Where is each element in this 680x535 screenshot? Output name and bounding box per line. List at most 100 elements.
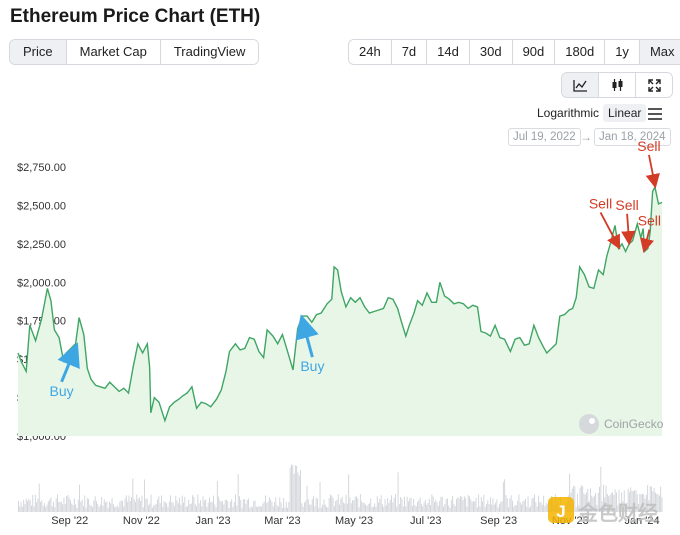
range-180d[interactable]: 180d bbox=[555, 40, 606, 64]
volume-bar bbox=[319, 481, 321, 512]
volume-bar bbox=[21, 506, 23, 512]
svg-text:J: J bbox=[556, 502, 565, 521]
line-chart-icon[interactable] bbox=[562, 73, 599, 97]
range-max[interactable]: Max bbox=[639, 40, 680, 64]
volume-bar bbox=[626, 502, 628, 512]
volume-bar bbox=[331, 495, 333, 512]
volume-bar bbox=[24, 504, 26, 512]
view-tabs: Price Market Cap TradingView bbox=[9, 39, 260, 65]
volume-bar bbox=[44, 503, 45, 512]
volume-bar bbox=[349, 497, 351, 512]
volume-bar bbox=[374, 503, 376, 512]
volume-bar bbox=[184, 496, 186, 512]
x-tick-label: Sep '22 bbox=[51, 515, 88, 527]
volume-bar bbox=[223, 504, 225, 512]
volume-bar bbox=[495, 502, 496, 512]
volume-bar bbox=[248, 498, 249, 512]
volume-bar bbox=[63, 497, 65, 512]
volume-bar bbox=[88, 498, 90, 512]
volume-bar bbox=[285, 501, 287, 512]
volume-bar bbox=[313, 496, 314, 512]
volume-bar bbox=[625, 504, 626, 512]
volume-bar bbox=[631, 491, 633, 512]
volume-bar bbox=[232, 506, 234, 512]
volume-bar bbox=[409, 498, 411, 512]
range-24h[interactable]: 24h bbox=[349, 40, 392, 64]
volume-bar bbox=[76, 507, 78, 512]
volume-bar bbox=[405, 506, 407, 512]
volume-bar bbox=[504, 479, 506, 512]
volume-bar bbox=[89, 504, 91, 512]
x-tick-label: Sep '23 bbox=[480, 515, 517, 527]
volume-bar bbox=[98, 507, 100, 512]
volume-bar bbox=[242, 499, 244, 512]
volume-bar bbox=[66, 496, 67, 512]
volume-bar bbox=[158, 496, 160, 512]
price-line bbox=[17, 184, 663, 423]
annotation-label: Buy bbox=[300, 358, 324, 374]
volume-bar bbox=[202, 496, 204, 512]
tab-market-cap[interactable]: Market Cap bbox=[66, 40, 161, 64]
range-1y[interactable]: 1y bbox=[605, 40, 640, 64]
logarithmic-option[interactable]: Logarithmic bbox=[537, 106, 600, 120]
volume-bar bbox=[289, 467, 291, 512]
volume-bar bbox=[314, 506, 316, 512]
range-30d[interactable]: 30d bbox=[469, 40, 513, 64]
volume-bar bbox=[396, 506, 398, 512]
volume-bar bbox=[588, 501, 590, 512]
range-90d[interactable]: 90d bbox=[512, 40, 556, 64]
tab-tradingview[interactable]: TradingView bbox=[160, 40, 259, 64]
range-7d[interactable]: 7d bbox=[391, 40, 428, 64]
volume-bar bbox=[647, 485, 649, 512]
volume-bar bbox=[161, 495, 162, 512]
volume-bar bbox=[500, 501, 502, 512]
volume-bar bbox=[304, 502, 305, 512]
date-to-input[interactable]: Jan 18, 2024 bbox=[594, 128, 671, 146]
volume-bar bbox=[630, 487, 632, 512]
volume-bar bbox=[539, 502, 541, 512]
volume-bar bbox=[207, 502, 209, 512]
volume-bar bbox=[410, 497, 412, 512]
volume-bar bbox=[335, 500, 337, 512]
volume-bar bbox=[187, 506, 188, 512]
volume-bar bbox=[378, 502, 379, 512]
date-from-input[interactable]: Jul 19, 2022 bbox=[508, 128, 581, 146]
volume-bar bbox=[75, 504, 77, 512]
volume-bar bbox=[635, 490, 637, 512]
volume-bar bbox=[509, 498, 511, 512]
volume-bar bbox=[245, 503, 247, 512]
volume-bar bbox=[479, 506, 481, 512]
volume-bar bbox=[627, 488, 629, 512]
volume-bar bbox=[483, 494, 485, 512]
tab-price[interactable]: Price bbox=[10, 40, 67, 64]
annotation-label: Sell bbox=[637, 138, 660, 154]
volume-bar bbox=[127, 501, 129, 512]
volume-bar bbox=[488, 504, 490, 512]
volume-bar bbox=[109, 501, 110, 512]
volume-bar bbox=[145, 498, 147, 512]
watermark-text: CoinGecko bbox=[604, 417, 664, 431]
volume-bar bbox=[296, 465, 298, 512]
volume-bar bbox=[27, 501, 28, 512]
linear-option[interactable]: Linear bbox=[603, 104, 647, 122]
volume-bar bbox=[280, 502, 282, 512]
volume-bar bbox=[180, 504, 182, 512]
volume-bar bbox=[471, 501, 473, 512]
volume-bar bbox=[151, 507, 153, 512]
volume-bar bbox=[205, 499, 207, 512]
fullscreen-icon[interactable] bbox=[636, 73, 672, 97]
range-14d[interactable]: 14d bbox=[427, 40, 470, 64]
volume-bar bbox=[651, 486, 652, 512]
volume-bar bbox=[514, 504, 516, 512]
volume-bar bbox=[443, 506, 444, 512]
volume-bar bbox=[397, 472, 399, 512]
volume-bar bbox=[107, 507, 109, 512]
volume-bar bbox=[176, 500, 178, 512]
hamburger-menu-icon[interactable] bbox=[648, 107, 662, 120]
candlestick-icon[interactable] bbox=[599, 73, 636, 97]
volume-bar bbox=[213, 495, 214, 512]
volume-bar bbox=[575, 507, 577, 512]
volume-bar bbox=[458, 498, 460, 512]
volume-bar bbox=[101, 496, 103, 512]
